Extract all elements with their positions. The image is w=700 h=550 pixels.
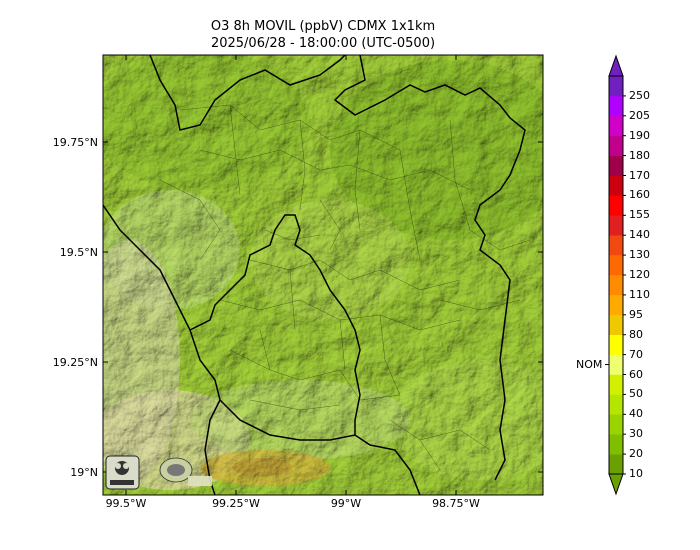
colorbar-segment xyxy=(609,135,623,156)
colorbar-segment xyxy=(609,175,623,196)
colorbar-segment xyxy=(609,374,623,395)
colorbar-segment xyxy=(609,414,623,435)
colorbar-tick-label: 155 xyxy=(629,208,650,222)
colorbar-tick-label: 205 xyxy=(629,108,650,122)
lat-tick-label: 19.5°N xyxy=(59,246,98,259)
colorbar-segment xyxy=(609,115,623,136)
colorbar-segment xyxy=(609,215,623,236)
colorbar-tick-label: 30 xyxy=(629,427,643,441)
colorbar-tick-label: 190 xyxy=(629,128,650,142)
colorbar-segment xyxy=(609,454,623,475)
calidad-aire-logo xyxy=(159,457,212,486)
colorbar-segment xyxy=(609,76,623,97)
municipal-boundaries xyxy=(159,104,531,471)
lat-tick-label: 19.75°N xyxy=(52,136,98,149)
lon-tick-label: 99°W xyxy=(330,497,362,510)
colorbar-tick-label: 120 xyxy=(629,268,650,281)
colorbar-tick-label: 180 xyxy=(629,148,650,162)
colorbar xyxy=(605,54,626,496)
colorbar-tick-label: 170 xyxy=(629,168,650,182)
colorbar-tick-label: 10 xyxy=(629,467,643,480)
colorbar-max-arrow xyxy=(608,54,624,77)
chart-title: O3 8h MOVIL (ppbV) CDMX 1x1km xyxy=(210,19,436,34)
colorbar-segment xyxy=(609,195,623,216)
colorbar-segment xyxy=(609,314,623,335)
colorbar-tick-label: 140 xyxy=(629,228,650,242)
colorbar-segment xyxy=(609,394,623,415)
colorbar-min-arrow xyxy=(608,473,624,496)
colorbar-tick-label: 250 xyxy=(629,88,650,102)
chart-subtitle: 2025/06/28 - 18:00:00 (UTC-0500) xyxy=(210,36,436,51)
colorbar-tick-label: 40 xyxy=(629,407,643,421)
colorbar-segment xyxy=(609,235,623,256)
lon-tick-label: 99.25°W xyxy=(212,497,260,510)
colorbar-tick-label: 110 xyxy=(629,287,650,301)
colorbar-tick-label: 50 xyxy=(629,387,643,401)
lon-tick-label: 98.75°W xyxy=(432,497,480,510)
colorbar-segment xyxy=(609,275,623,296)
colorbar-tick-label: 20 xyxy=(629,447,643,461)
colorbar-segment xyxy=(609,354,623,375)
lat-tick-label: 19.25°N xyxy=(52,356,98,369)
colorbar-tick-label: 80 xyxy=(629,327,643,341)
colorbar-segment xyxy=(609,294,623,316)
lat-tick-label: 19°N xyxy=(70,466,98,479)
sedema-logo xyxy=(105,455,140,490)
colorbar-segment xyxy=(609,255,623,276)
map-frame xyxy=(102,54,544,496)
colorbar-tick-label: 70 xyxy=(629,347,643,361)
colorbar-tick-label: 130 xyxy=(629,248,650,262)
colorbar-segment xyxy=(609,434,623,455)
colorbar-tick-label: 95 xyxy=(629,307,643,321)
lon-tick-label: 99.5°W xyxy=(105,497,147,510)
colorbar-segment xyxy=(609,155,623,176)
colorbar-tick-label: 160 xyxy=(629,188,650,202)
colorbar-segment xyxy=(609,334,623,355)
state-boundaries xyxy=(103,55,526,495)
colorbar-segment xyxy=(609,95,623,117)
colorbar-tick-label: 60 xyxy=(629,367,643,381)
nom-label: NOM xyxy=(576,357,603,371)
